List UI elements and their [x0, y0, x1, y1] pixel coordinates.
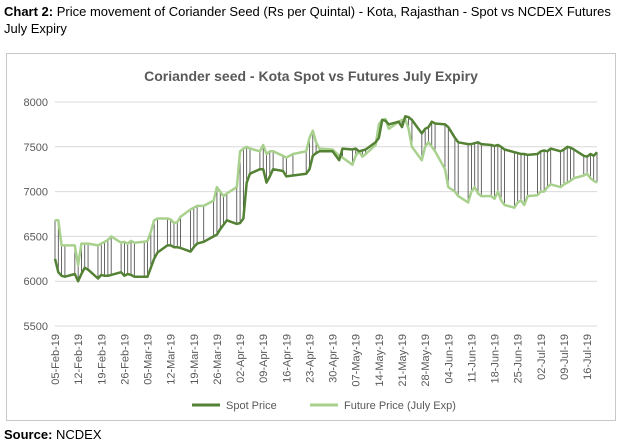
- x-tick-label: 26-Mar-19: [212, 334, 224, 385]
- x-tick-label: 12-Feb-19: [73, 334, 85, 385]
- chart-svg: Coriander seed - Kota Spot vs Futures Ju…: [24, 68, 598, 412]
- y-tick-label: 7500: [24, 142, 48, 154]
- x-tick-label: 18-Jun-19: [490, 334, 502, 384]
- chart-title: Coriander seed - Kota Spot vs Futures Ju…: [144, 68, 478, 84]
- source-note: Source: NCDEX: [4, 427, 102, 443]
- x-tick-label: 25-Jun-19: [513, 334, 525, 384]
- x-tick-label: 30-Apr-19: [328, 334, 340, 383]
- legend-label-spot: Spot Price: [226, 400, 277, 412]
- x-tick-label: 12-Mar-19: [166, 334, 178, 385]
- future-price-line: [55, 117, 598, 267]
- spread-connectors: [54, 116, 598, 282]
- y-tick-label: 6000: [24, 276, 48, 288]
- x-tick-label: 19-Feb-19: [96, 334, 108, 385]
- x-tick-label: 05-Mar-19: [143, 334, 155, 385]
- x-tick-label: 23-Apr-19: [304, 334, 316, 383]
- x-tick-label: 07-May-19: [351, 334, 363, 387]
- x-tick-label: 16-Apr-19: [281, 334, 293, 383]
- x-tick-label: 26-Feb-19: [119, 334, 131, 385]
- spot-price-line: [53, 115, 598, 283]
- x-tick-label: 19-Mar-19: [189, 334, 201, 385]
- x-tick-label: 28-May-19: [420, 334, 432, 387]
- legend: Spot Price Future Price (July Exp): [192, 400, 456, 412]
- gridlines: [55, 101, 597, 327]
- y-tick-label: 5500: [24, 321, 48, 333]
- x-tick-label: 02-Apr-19: [235, 334, 247, 383]
- x-tick-label: 02-Jul-19: [536, 334, 548, 380]
- chart-number: Chart 2:: [4, 4, 54, 19]
- source-text: NCDEX: [52, 427, 102, 442]
- x-tick-label: 04-Jun-19: [443, 334, 455, 384]
- series-lines: [53, 115, 598, 283]
- y-tick-label: 8000: [24, 97, 48, 109]
- x-tick-label: 09-Apr-19: [258, 334, 270, 383]
- x-tick-label: 05-Feb-19: [50, 334, 62, 385]
- source-label: Source:: [4, 427, 53, 442]
- x-tick-label: 11-Jun-19: [466, 334, 478, 383]
- chart-description: Price movement of Coriander Seed (Rs per…: [4, 4, 611, 36]
- chart-area: Coriander seed - Kota Spot vs Futures Ju…: [6, 53, 616, 421]
- x-tick-label: 16-Jul-19: [582, 334, 594, 380]
- y-axis: 5500 6000 6500 7000 7500 8000: [24, 97, 48, 333]
- x-tick-label: 21-May-19: [397, 334, 409, 387]
- x-tick-label: 14-May-19: [374, 334, 386, 387]
- x-axis: 05-Feb-19 12-Feb-19 19-Feb-19 26-Feb-19 05-M…: [50, 334, 594, 387]
- y-tick-label: 6500: [24, 231, 48, 243]
- legend-label-future: Future Price (July Exp): [344, 400, 456, 412]
- chart-heading: Chart 2: Price movement of Coriander See…: [4, 3, 616, 37]
- y-tick-label: 7000: [24, 187, 48, 199]
- x-tick-label: 09-Jul-19: [559, 334, 571, 380]
